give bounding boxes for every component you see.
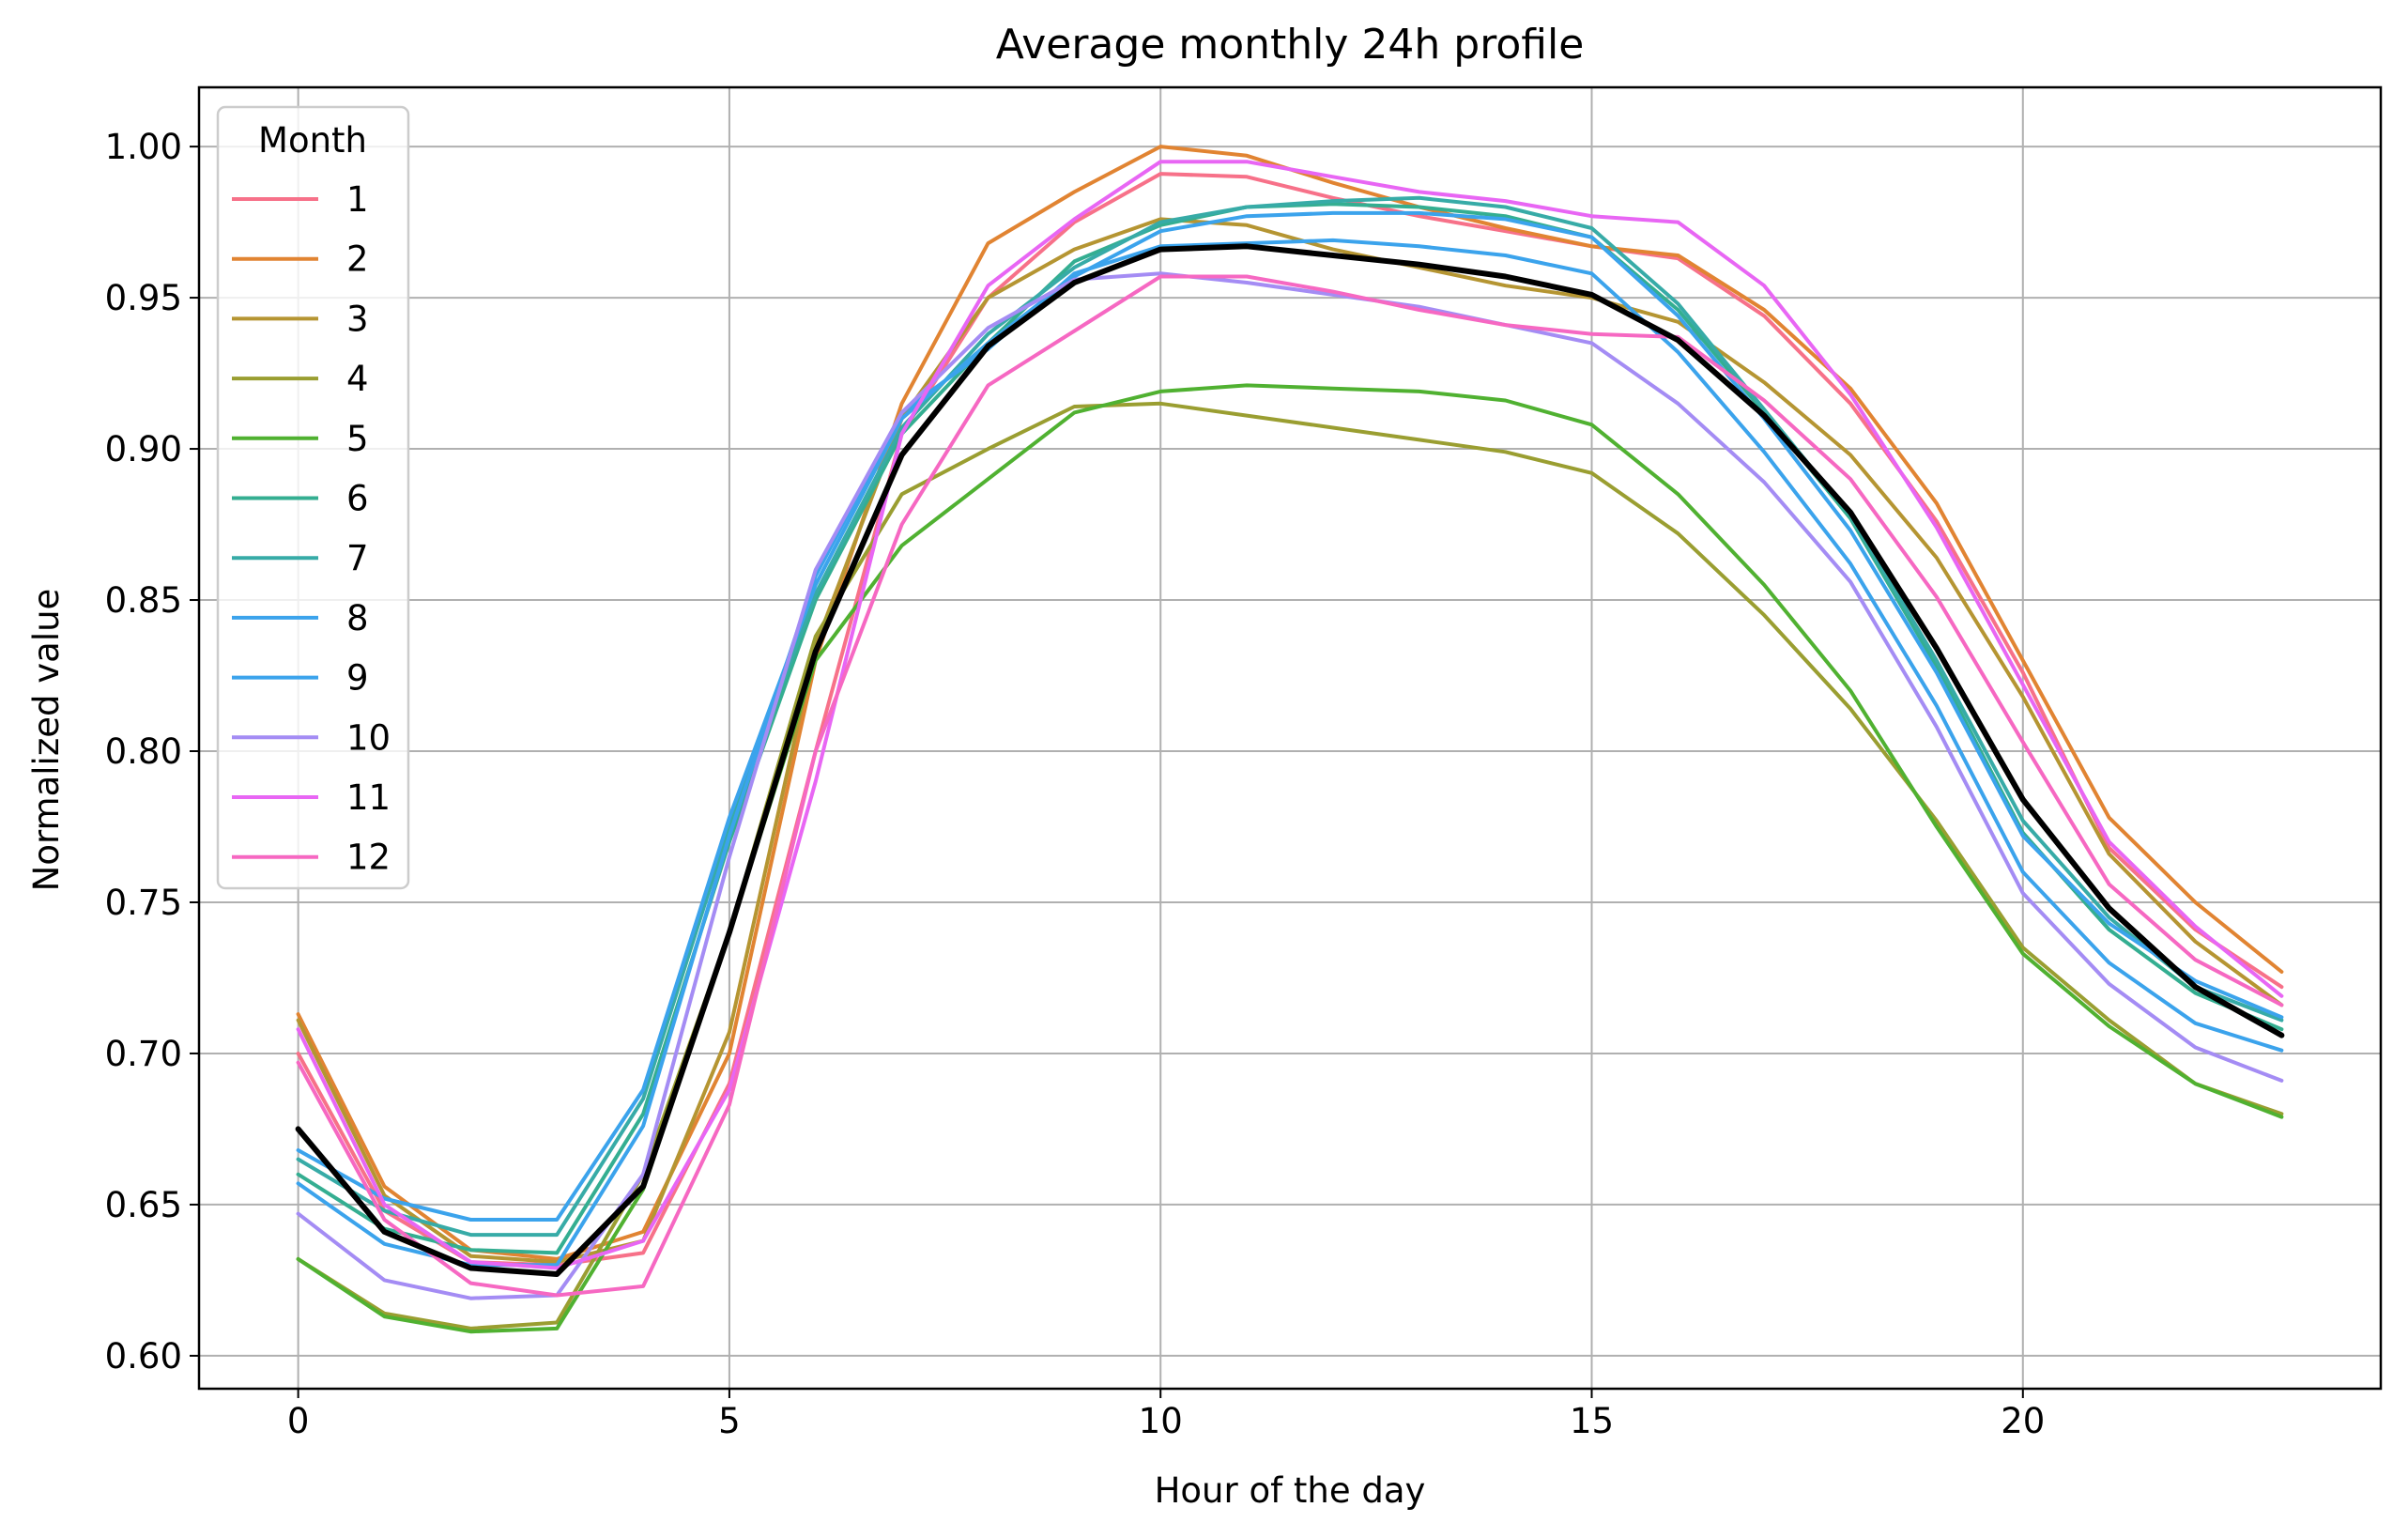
legend-label-month-1: 1	[346, 179, 369, 220]
grid	[199, 87, 2381, 1389]
y-tick-label: 0.90	[105, 429, 182, 469]
legend-label-month-2: 2	[346, 239, 369, 280]
series-line-month-10	[296, 271, 2284, 1300]
legend-label-month-4: 4	[346, 359, 369, 399]
y-tick-label: 0.95	[105, 278, 182, 318]
legend-title: Month	[258, 120, 367, 161]
y-tick-label: 0.75	[105, 883, 182, 923]
legend-label-month-5: 5	[346, 419, 369, 459]
y-tick-label: 0.85	[105, 580, 182, 621]
y-axis-label: Normalized value	[26, 589, 67, 892]
legend-label-month-7: 7	[346, 538, 369, 578]
x-axis-label: Hour of the day	[1155, 1470, 1426, 1511]
legend-label-month-12: 12	[346, 838, 391, 878]
series-lines	[295, 145, 2285, 1334]
y-tick-label: 1.00	[105, 127, 182, 167]
x-tick-label: 0	[287, 1401, 310, 1441]
series-line-month-9	[296, 238, 2284, 1268]
series-line-month-12	[296, 274, 2284, 1298]
series-line-month-11	[296, 160, 2284, 1270]
x-tick-label: 5	[718, 1401, 741, 1441]
x-tick-label: 20	[2001, 1401, 2045, 1441]
y-tick-label: 0.70	[105, 1034, 182, 1074]
legend-label-month-8: 8	[346, 598, 369, 638]
x-tick-label: 15	[1570, 1401, 1614, 1441]
y-tick-label: 0.65	[105, 1185, 182, 1225]
series-line-month-1	[296, 172, 2284, 1268]
legend-label-month-10: 10	[346, 717, 391, 758]
series-line-overall	[295, 243, 2285, 1277]
series-line-month-5	[296, 383, 2284, 1334]
x-tick-label: 10	[1139, 1401, 1183, 1441]
plot-frame	[197, 85, 2383, 1391]
legend-label-month-11: 11	[346, 777, 391, 818]
y-tick-label: 0.80	[105, 731, 182, 772]
legend-label-month-3: 3	[346, 299, 369, 339]
y-tick-label: 0.60	[105, 1336, 182, 1377]
legend-label-month-9: 9	[346, 658, 369, 699]
series-line-month-7	[296, 195, 2284, 1238]
chart-title: Average monthly 24h profile	[996, 21, 1585, 69]
series-line-month-8	[296, 210, 2284, 1222]
legend-label-month-6: 6	[346, 479, 369, 519]
axis-ticks: 0 5 10 15 200.600.650.700.750.800.850.900.95…	[105, 127, 2046, 1441]
